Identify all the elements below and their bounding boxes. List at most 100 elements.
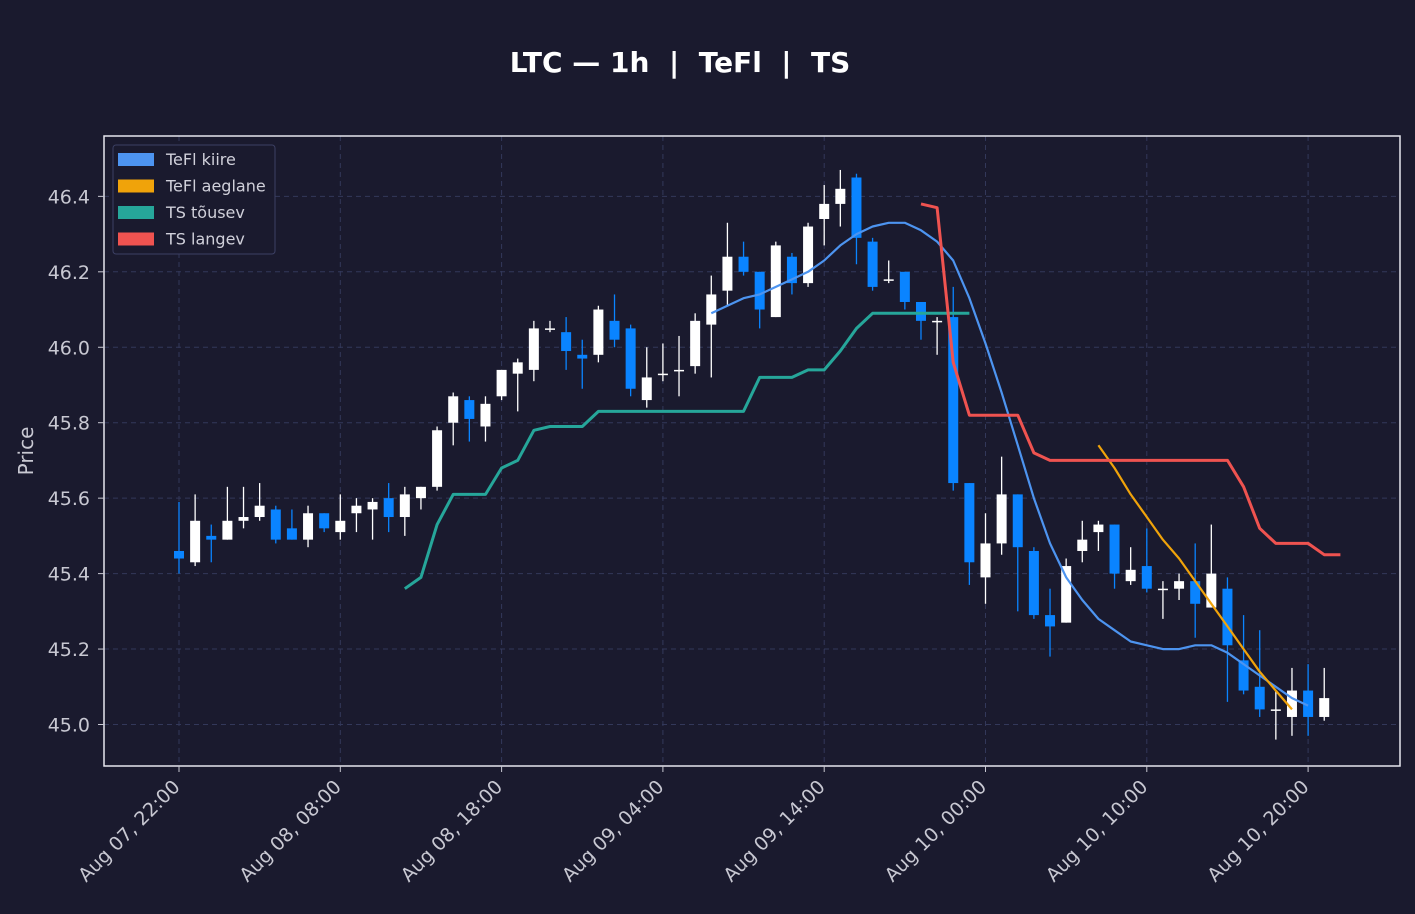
candle-body [303, 513, 314, 540]
candle-body [1061, 566, 1072, 623]
candle-body [1206, 573, 1217, 608]
candle-body [1319, 698, 1330, 717]
candle-body [512, 362, 523, 374]
y-tick-label: 45.8 [48, 413, 90, 435]
candle-body [1045, 615, 1056, 627]
candle-body [319, 513, 330, 529]
y-axis-label: Price [14, 427, 38, 476]
legend-label: TeFl kiire [165, 150, 236, 169]
candle-body [1157, 588, 1168, 591]
candle-body [1190, 581, 1201, 604]
candle-body [238, 517, 249, 521]
candle-body [496, 369, 507, 397]
candle-layer [174, 169, 1330, 740]
candle-body [1109, 524, 1120, 574]
candle-body [754, 271, 765, 310]
candle-body [996, 494, 1007, 544]
candle-body [415, 486, 426, 499]
candle-body [1174, 581, 1185, 589]
candle-body [980, 543, 991, 578]
candle-body [190, 520, 201, 563]
candle-body [593, 309, 604, 355]
candle-body [786, 256, 797, 284]
y-tick-label: 45.0 [48, 715, 90, 737]
candle-body [706, 294, 717, 325]
candle-body [770, 245, 781, 318]
candle-body [835, 188, 846, 204]
candle-body [335, 520, 346, 533]
candle-body [561, 332, 572, 352]
candle-body [738, 256, 749, 272]
legend-label: TS langev [165, 230, 245, 249]
series-line-ts-t-usev [403, 311, 970, 590]
candle-body [964, 483, 975, 563]
candle-body [883, 279, 894, 281]
candle-body [1254, 686, 1265, 710]
line-layer [403, 202, 1341, 711]
candle-body [254, 505, 265, 518]
candle-body [174, 550, 184, 559]
y-tick-label: 46.2 [48, 262, 90, 284]
candle-body [722, 256, 733, 291]
candle-body [1028, 550, 1039, 616]
candle-body [1222, 588, 1233, 646]
grid-layer [104, 136, 1400, 766]
series-line-tefl-aeglane [1097, 444, 1293, 711]
candle-body [1303, 690, 1314, 717]
y-tick-label: 45.2 [48, 639, 90, 661]
y-tick-label: 46.0 [48, 337, 90, 359]
candle-body [948, 317, 959, 484]
legend-swatch [118, 179, 154, 193]
legend: TeFl kiire TeFl aeglane TS tõusev TS langev [112, 144, 276, 255]
candle-body [399, 494, 410, 518]
y-axis: 45.0 45.2 45.4 45.6 45.8 46.0 46.2 46.4 [48, 186, 104, 737]
candle-body [915, 301, 926, 321]
candle-body [932, 320, 943, 323]
candle-body [480, 403, 491, 427]
candle-body [625, 328, 636, 389]
legend-swatch [118, 153, 154, 166]
candle-body [1125, 569, 1136, 582]
legend-label: TeFl aeglane [165, 177, 266, 196]
candle-body [674, 369, 685, 372]
candle-body [1012, 494, 1023, 548]
candle-body [528, 328, 539, 370]
candle-body [1270, 709, 1281, 711]
candle-body [270, 509, 281, 540]
series-line-ts-langev [920, 202, 1341, 557]
candle-body [1286, 690, 1297, 717]
candle-body [819, 203, 830, 219]
candle-body [367, 501, 378, 510]
y-tick-label: 45.6 [48, 488, 90, 510]
candle-body [851, 177, 862, 238]
candle-body [1238, 660, 1249, 691]
candle-body [867, 241, 878, 287]
candle-body [222, 520, 233, 540]
candle-body [1141, 566, 1152, 589]
candle-body [657, 373, 668, 376]
legend-label: TS tõusev [165, 203, 245, 222]
candle-body [1093, 524, 1104, 533]
candle-body [206, 535, 217, 540]
candle-body [544, 328, 555, 330]
candle-body [641, 377, 652, 401]
candle-body [609, 320, 620, 340]
candle-body [351, 505, 362, 514]
candle-body [464, 400, 475, 419]
y-tick-label: 45.4 [48, 564, 90, 586]
y-tick-label: 46.4 [48, 186, 90, 208]
candle-body [899, 271, 910, 302]
candle-body [383, 498, 394, 518]
candle-body [690, 320, 701, 367]
legend-swatch [118, 232, 154, 246]
candle-body [448, 396, 459, 423]
plot-frame [103, 135, 1401, 767]
legend-box [112, 144, 276, 255]
chart-title: LTC — 1h | TeFl | TS [510, 46, 851, 79]
candle-body [803, 226, 814, 284]
candle-body [577, 354, 588, 359]
candle-body [432, 430, 443, 487]
candle-body [286, 528, 297, 540]
